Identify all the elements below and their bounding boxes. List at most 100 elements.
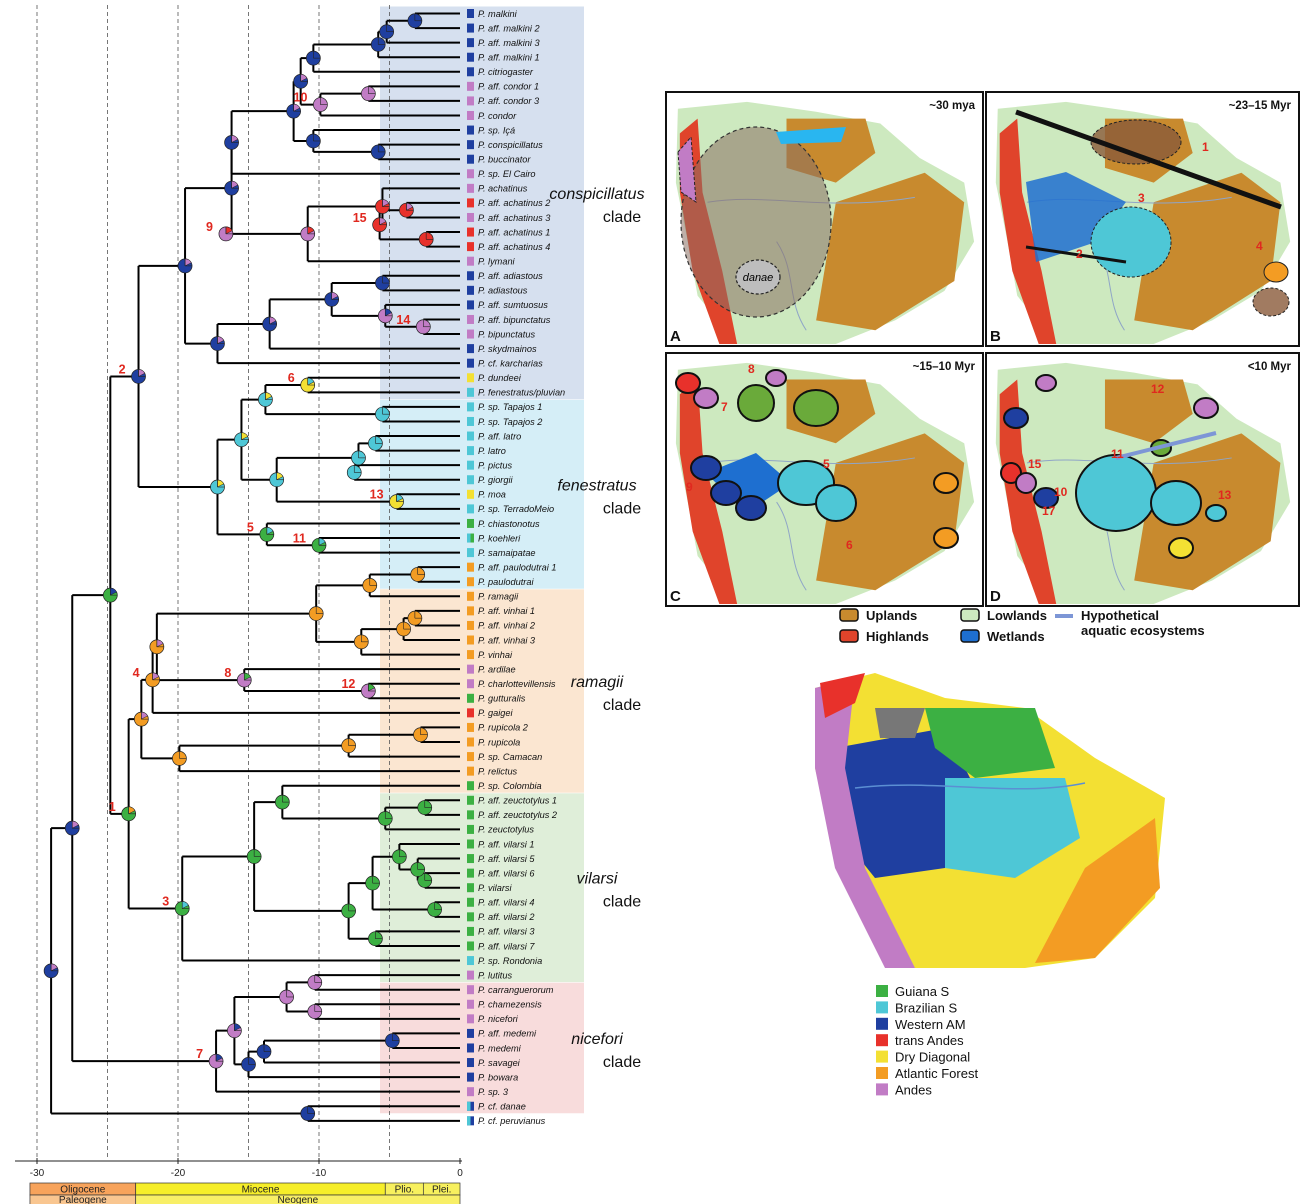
danae-label: danae xyxy=(743,272,774,284)
tip-label: P. achatinus xyxy=(478,184,528,194)
range-patch xyxy=(1003,407,1029,429)
axis-tick-label: -30 xyxy=(30,1168,45,1179)
time-gridlines xyxy=(36,5,390,1160)
tip-label: P. medemi xyxy=(478,1043,522,1053)
tip-label: P. lutitus xyxy=(478,970,512,980)
legend-label: Hypothetical xyxy=(1081,608,1159,623)
tip-label: P. aff. achatinus 3 xyxy=(478,213,551,223)
map-letter: C xyxy=(670,588,681,605)
node-pie-wedge xyxy=(241,432,249,441)
tip-color-square xyxy=(467,941,474,951)
node-number: 15 xyxy=(353,211,367,225)
clade-suffix: clade xyxy=(603,209,641,226)
tip-color-square xyxy=(467,285,474,295)
node-number: 13 xyxy=(370,488,384,502)
node-number: 12 xyxy=(341,677,355,691)
tip-label: P. lymani xyxy=(478,256,516,266)
tip-label: P. ardilae xyxy=(478,664,516,674)
node-pie-wedge xyxy=(184,258,192,267)
tip-color-square xyxy=(467,883,474,893)
legend-swatch xyxy=(839,629,859,643)
tip-color-square xyxy=(467,679,474,689)
range-patch xyxy=(1252,287,1290,317)
tip-color-square xyxy=(467,795,474,805)
node-number: 14 xyxy=(396,313,410,327)
clade-name: conspicillatus xyxy=(549,186,644,203)
tip-label: P. chamezensis xyxy=(478,1000,542,1010)
tip-color-square xyxy=(467,518,474,528)
map-event-number: 5 xyxy=(823,457,830,471)
range-patch xyxy=(1090,119,1182,165)
tip-color-square xyxy=(467,271,474,281)
dispersal-arrow xyxy=(1015,109,1282,210)
tip-label: P. bipunctatus xyxy=(478,329,535,339)
tip-label: P. sp. El Cairo xyxy=(478,169,536,179)
map-event-number: 13 xyxy=(1218,488,1232,502)
uplands-area xyxy=(1104,379,1193,444)
tip-label: P. malkini xyxy=(478,9,518,19)
tip-label: P. rupicola xyxy=(478,737,520,747)
tip-color-square xyxy=(467,52,474,62)
epoch-label: Plei. xyxy=(432,1185,451,1196)
tip-color-square xyxy=(467,985,474,995)
epoch-label: Plio. xyxy=(395,1185,414,1196)
region-map xyxy=(815,673,1165,968)
uplands-area xyxy=(816,433,965,591)
tip-color-square xyxy=(467,431,474,441)
map-title: ~15–10 Myr xyxy=(913,361,976,373)
region-legend-swatch xyxy=(876,1034,888,1047)
tip-label: P. aff. medemi xyxy=(478,1029,537,1039)
map-event-number: 4 xyxy=(1256,239,1263,253)
node-pie-wedge xyxy=(231,180,239,189)
tip-color-square xyxy=(467,737,474,747)
tip-label: P. carranguerorum xyxy=(478,985,554,995)
tip-color-square xyxy=(467,781,474,791)
tip-color-square xyxy=(467,606,474,616)
tip-label: P. chiastonotus xyxy=(478,519,540,529)
region-legend-swatch xyxy=(876,1083,888,1096)
tip-color-square xyxy=(467,140,474,150)
tip-label: P. sp. Tapajos 2 xyxy=(478,417,542,427)
map-event-number: 8 xyxy=(748,362,755,376)
tip-color-square xyxy=(467,650,474,660)
tip-label: P. sp. Içá xyxy=(478,125,515,135)
tip-color-square xyxy=(467,591,474,601)
tip-label: P. buccinator xyxy=(478,155,531,165)
andes-region xyxy=(815,678,915,968)
tip-color-square xyxy=(467,9,474,18)
tip-color-square xyxy=(467,752,474,762)
tip-label: P. aff. achatinus 2 xyxy=(478,198,550,208)
tip-color-square xyxy=(467,329,474,339)
tip-color-square xyxy=(467,460,474,470)
tip-color-square xyxy=(467,854,474,864)
tip-label: P. sp. 3 xyxy=(478,1087,509,1097)
legend-label: Lowlands xyxy=(987,608,1047,623)
tip-color-square xyxy=(467,81,474,91)
uplands-area xyxy=(1134,172,1281,331)
clade-name: vilarsi xyxy=(577,871,618,888)
tip-label: P. nicefori xyxy=(478,1014,519,1024)
tip-label: P. aff. vinhai 1 xyxy=(478,606,535,616)
tip-color-square xyxy=(467,548,474,558)
tip-color-square xyxy=(467,926,474,936)
dispersal-arrow xyxy=(1025,245,1127,264)
tip-label: P. savagei xyxy=(478,1058,521,1068)
clade-name: fenestratus xyxy=(557,477,636,494)
tip-color-square xyxy=(467,708,474,718)
tip-color-square xyxy=(467,416,474,426)
clade-bg-vilarsi xyxy=(380,793,584,983)
node-number: 6 xyxy=(288,371,295,385)
tip-color-square xyxy=(467,839,474,849)
tip-label: P. aff. vinhai 2 xyxy=(478,621,535,631)
tip-label: P. aff. latro xyxy=(478,431,521,441)
tip-color-square xyxy=(467,897,474,907)
tip-color-square xyxy=(467,96,474,106)
river xyxy=(854,782,1086,790)
tip-color-square xyxy=(467,344,474,354)
tip-label: P. sp. Colombia xyxy=(478,781,542,791)
tip-color-square xyxy=(467,198,474,208)
axis-tick-label: -10 xyxy=(312,1168,327,1179)
range-patch xyxy=(693,387,719,409)
tip-color-square xyxy=(467,1072,474,1082)
tip-color-square xyxy=(467,242,474,252)
